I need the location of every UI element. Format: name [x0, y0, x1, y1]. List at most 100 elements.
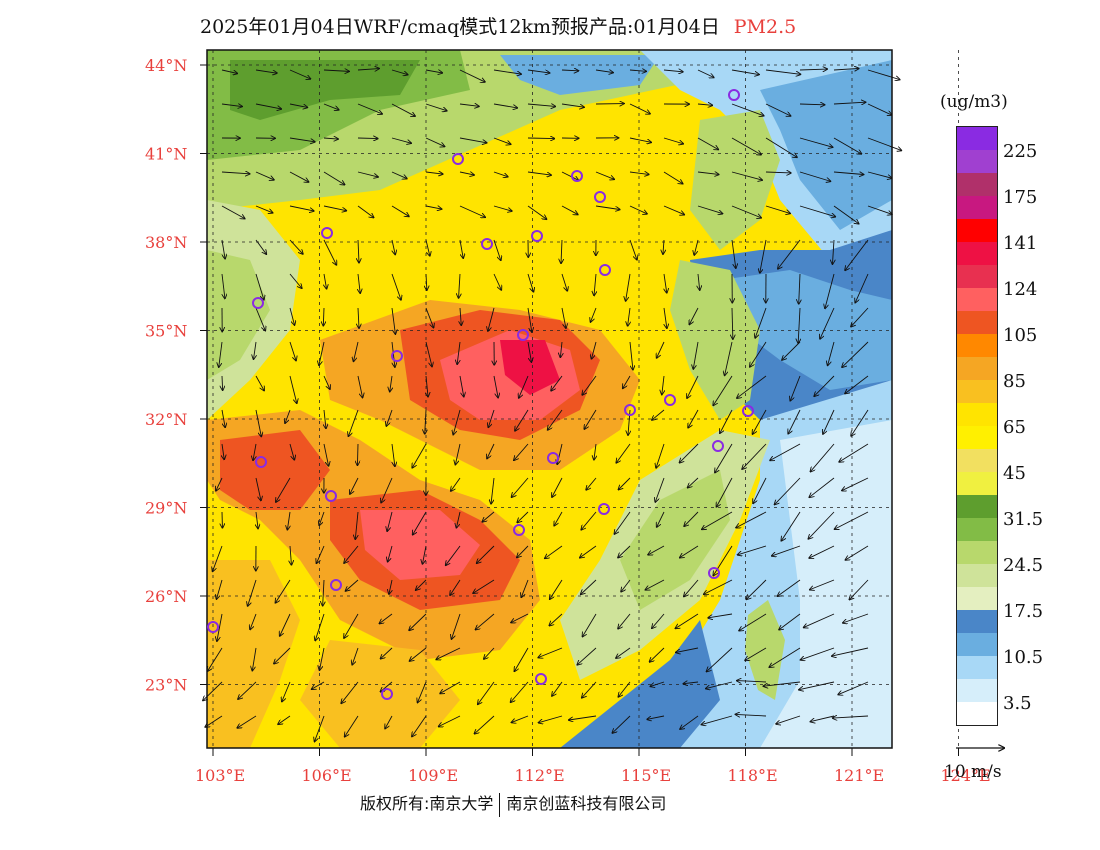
wind-vector — [389, 579, 392, 594]
wind-vector — [425, 239, 430, 256]
wind-vector — [323, 138, 338, 139]
wind-vector — [833, 137, 861, 154]
legend-label: 3.5 — [1003, 693, 1032, 714]
wind-vector — [473, 579, 495, 593]
wind-vector — [425, 409, 426, 434]
wind-vector — [838, 681, 869, 695]
wind-vector — [381, 647, 393, 659]
legend-swatch — [957, 242, 997, 265]
legend-swatch — [957, 564, 997, 587]
wind-vector — [391, 103, 415, 116]
wind-vector — [772, 545, 801, 556]
wind-vector — [616, 647, 631, 658]
wind-vector — [221, 172, 250, 174]
wind-vector — [493, 103, 517, 108]
footer-divider — [499, 792, 501, 817]
wind-vector — [561, 205, 578, 214]
wind-vector — [346, 579, 359, 591]
wind-vector — [386, 409, 393, 426]
wind-vector — [222, 375, 223, 390]
city-markers — [207, 89, 754, 700]
legend-label: 10.5 — [1003, 647, 1044, 668]
wind-vector — [527, 69, 550, 73]
wind-vector — [354, 341, 359, 361]
wind-vector — [833, 716, 869, 718]
wind-vector — [586, 477, 597, 490]
city-marker — [624, 404, 636, 416]
wind-vector — [527, 171, 551, 175]
wind-vector — [621, 579, 631, 592]
wind-vector — [731, 171, 762, 180]
wind-scale-label: 10 m/s — [944, 762, 1002, 782]
wind-vector — [788, 409, 801, 434]
wind-vector — [663, 205, 684, 215]
wind-vector — [319, 511, 325, 525]
wind-vector — [833, 102, 865, 104]
wind-vector — [736, 714, 767, 716]
lon-label: 118°E — [728, 766, 778, 785]
wind-vector — [693, 341, 699, 369]
lat-label: 23°N — [145, 676, 187, 695]
wind-vector — [459, 205, 485, 217]
wind-vector — [765, 103, 790, 116]
wind-vector — [315, 715, 325, 741]
wind-vector — [753, 409, 767, 434]
legend-label: 175 — [1003, 187, 1038, 208]
wind-vector — [648, 545, 665, 555]
legend-swatch — [957, 633, 997, 656]
wind-vector — [255, 171, 274, 180]
wind-vector — [580, 545, 597, 558]
wind-vector — [551, 375, 563, 391]
wind-vector — [549, 613, 563, 626]
wind-vector — [274, 647, 291, 664]
wind-vector — [355, 511, 359, 539]
legend-swatch — [957, 311, 997, 334]
wind-vector — [278, 715, 291, 724]
copyright-left: 版权所有:南京大学 — [360, 794, 494, 813]
wind-vector — [776, 715, 801, 724]
wind-vector — [594, 443, 596, 460]
wind-vector — [482, 511, 495, 522]
wind-vector — [474, 715, 495, 734]
wind-vector — [221, 69, 237, 73]
legend-label: 124 — [1003, 279, 1038, 300]
wind-vector — [391, 273, 401, 300]
legend-swatch — [957, 219, 997, 242]
wind-vector — [814, 375, 835, 396]
city-marker — [664, 394, 676, 406]
wind-vector — [652, 409, 665, 420]
legend-swatch — [957, 679, 997, 702]
legend-swatch — [957, 656, 997, 679]
wind-vector — [811, 715, 835, 722]
wind-vector — [765, 69, 800, 74]
wind-vector — [765, 172, 791, 173]
legend-swatch — [957, 288, 997, 311]
wind-vector — [285, 409, 291, 423]
wind-vector — [289, 273, 302, 288]
wind-vector — [256, 511, 258, 528]
wind-vector — [358, 307, 359, 328]
legend-label: 17.5 — [1003, 601, 1044, 622]
wind-vector — [664, 273, 667, 293]
wind-vector — [799, 104, 825, 105]
wind-vector — [623, 375, 631, 388]
wind-vector — [676, 613, 699, 628]
wind-vector — [493, 273, 501, 290]
wind-vector — [488, 409, 495, 427]
wind-vector — [219, 341, 223, 367]
wind-vector — [289, 239, 303, 254]
wind-vector — [491, 477, 495, 504]
wind-vector — [764, 681, 801, 686]
wind-vector — [581, 579, 597, 594]
wind-vector — [680, 443, 699, 463]
wind-vector — [561, 103, 584, 107]
wind-vector — [358, 273, 360, 293]
wind-vector — [237, 715, 257, 728]
wind-vector — [629, 239, 637, 260]
wind-vector — [282, 681, 291, 702]
city-marker — [728, 89, 740, 101]
wind-vector — [527, 138, 554, 139]
wind-vector — [809, 477, 835, 497]
wind-vector — [287, 511, 290, 530]
